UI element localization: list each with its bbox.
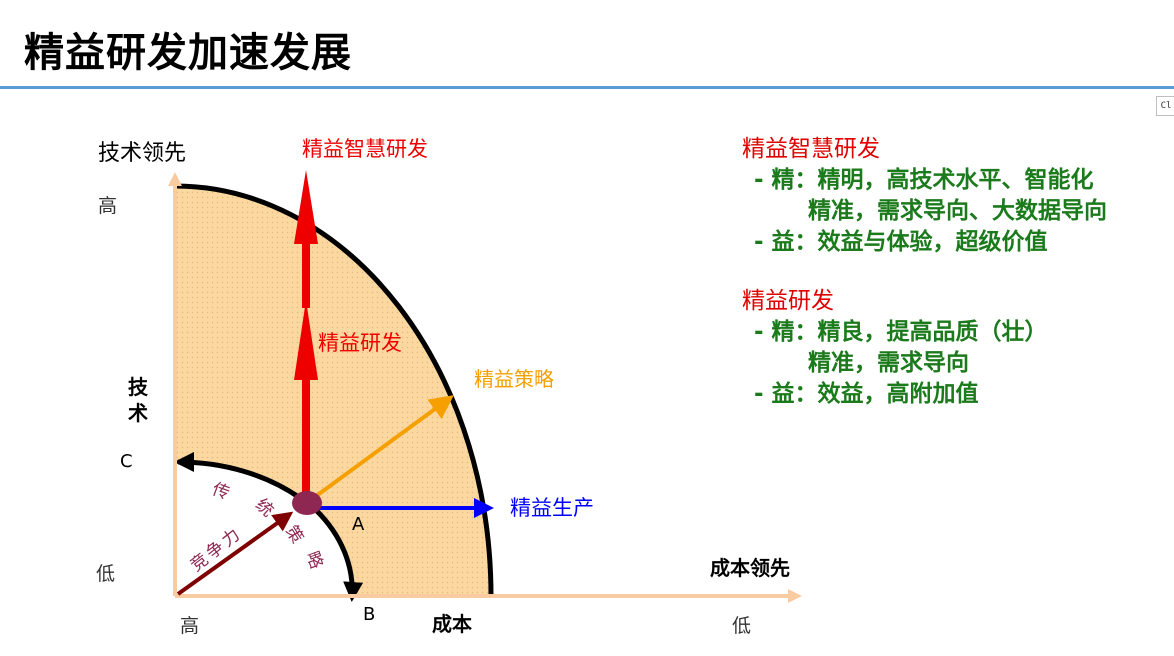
traditional-char-4: 略 <box>302 549 327 572</box>
x-axis-title: 成本领先 <box>710 556 790 580</box>
corner-tag[interactable]: Cl <box>1156 96 1174 116</box>
y-high-label: 高 <box>98 195 117 217</box>
traditional-curve-to-c <box>174 451 302 501</box>
lean-rd-heading: 精益研发 <box>742 288 834 314</box>
title-divider <box>0 86 1174 89</box>
smart-rd-arrow-shaft-upper <box>302 236 310 308</box>
y-axis-title: 技术领先 <box>98 141 186 166</box>
lean-strategy-arrow <box>306 395 454 504</box>
lean-rd-panel: 精益研发 - 精：精良，提高品质（壮） 精准，需求导向 - 益：效益，高附加值 <box>742 286 1048 410</box>
x-center-label: 成本 <box>432 612 472 636</box>
point-a-marker <box>292 491 322 515</box>
point-a-label: A <box>352 514 365 535</box>
lean-rd-label: 精益研发 <box>318 331 402 355</box>
lean-rd-line-3: - 益：效益，高附加值 <box>754 381 979 407</box>
y-axis-arrowhead <box>168 172 182 186</box>
x-high-label: 高 <box>180 615 199 637</box>
lean-rd-line-2: 精准，需求导向 <box>754 350 970 376</box>
x-axis-arrowhead <box>788 589 802 603</box>
smart-rd-line-2: 精准，需求导向、大数据导向 <box>754 198 1108 224</box>
point-c-label: C <box>120 451 133 472</box>
lean-production-label: 精益生产 <box>510 496 594 520</box>
tech-label-1: 技 <box>128 375 149 399</box>
smart-rd-arrow-shaft-lower <box>302 372 310 492</box>
smart-rd-arrow-head-lower <box>294 300 318 380</box>
smart-rd-arrow-head-upper <box>294 170 318 244</box>
smart-rd-heading: 精益智慧研发 <box>742 136 880 162</box>
smart-rd-label: 精益智慧研发 <box>302 137 428 161</box>
tech-label-2: 术 <box>128 401 148 425</box>
smart-rd-line-3: - 益：效益与体验，超级价值 <box>754 229 1048 255</box>
slide-title: 精益研发加速发展 <box>24 30 352 76</box>
competitiveness-arrow <box>176 511 294 596</box>
point-b-label: B <box>363 604 375 625</box>
x-low-label: 低 <box>732 615 751 637</box>
traditional-char-1: 传 <box>209 479 232 504</box>
lean-rd-line-1: - 精：精良，提高品质（壮） <box>754 319 1048 345</box>
traditional-curve-to-b <box>314 508 364 602</box>
smart-rd-panel: 精益智慧研发 - 精：精明，高技术水平、智能化 精准，需求导向、大数据导向 - … <box>742 134 1107 258</box>
smart-rd-line-1: - 精：精明，高技术水平、智能化 <box>754 167 1094 193</box>
y-low-label: 低 <box>96 563 115 585</box>
lean-strategy-label: 精益策略 <box>474 367 554 391</box>
